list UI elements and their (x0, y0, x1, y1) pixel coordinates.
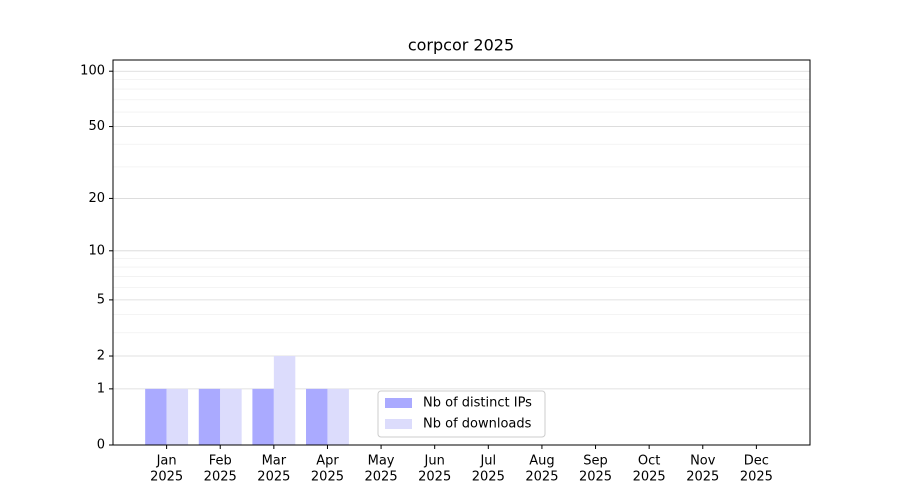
x-tick-label: Mar (262, 454, 287, 469)
bar (327, 388, 349, 445)
bar (252, 388, 274, 445)
x-tick-label: Jul (479, 454, 496, 469)
x-tick-label: 2025 (579, 470, 612, 485)
legend: Nb of distinct IPs Nb of downloads (377, 390, 546, 438)
legend-swatch (385, 398, 412, 408)
x-tick-label: Aug (529, 454, 554, 469)
plot-frame (112, 59, 811, 446)
bar (145, 388, 167, 445)
x-tick-label: 2025 (686, 470, 719, 485)
bar (220, 388, 242, 445)
y-tick-label: 50 (88, 119, 105, 134)
y-tick-label: 5 (97, 292, 105, 307)
x-tick-label: 2025 (204, 470, 237, 485)
bar (166, 388, 189, 445)
legend-swatch (385, 419, 412, 429)
x-tick-label: 2025 (740, 470, 773, 485)
chart-title: corpcor 2025 (408, 36, 514, 55)
bar (306, 388, 328, 445)
y-tick-label: 2 (97, 349, 105, 364)
y-tick-label: 0 (97, 438, 105, 453)
x-tick-label: Nov (690, 454, 716, 469)
x-tick-label: 2025 (257, 470, 290, 485)
x-tick-label: Jun (424, 454, 445, 469)
legend-box (377, 390, 546, 438)
x-tick-label: 2025 (633, 470, 666, 485)
x-tick-label: 2025 (365, 470, 398, 485)
y-tick-label: 20 (88, 191, 105, 206)
x-tick-label: Jan (156, 454, 177, 469)
y-tick-label: 1 (97, 381, 105, 396)
legend-label: Nb of downloads (423, 417, 532, 432)
x-tick-label: Apr (316, 454, 339, 469)
legend-label: Nb of distinct IPs (423, 396, 532, 411)
x-tick-label: Sep (583, 454, 608, 469)
x-tick-label: 2025 (472, 470, 505, 485)
y-tick-label: 10 (88, 243, 105, 258)
bar (273, 356, 296, 445)
x-tick-label: 2025 (311, 470, 344, 485)
x-tick-label: 2025 (150, 470, 183, 485)
x-tick-label: Oct (638, 454, 660, 469)
x-tick-label: 2025 (525, 470, 558, 485)
x-tick-label: Feb (209, 454, 232, 469)
y-tick-label: 100 (80, 64, 105, 79)
x-tick-label: May (368, 454, 395, 469)
x-tick-label: Dec (744, 454, 769, 469)
x-tick-label: 2025 (418, 470, 451, 485)
bar (198, 388, 221, 445)
